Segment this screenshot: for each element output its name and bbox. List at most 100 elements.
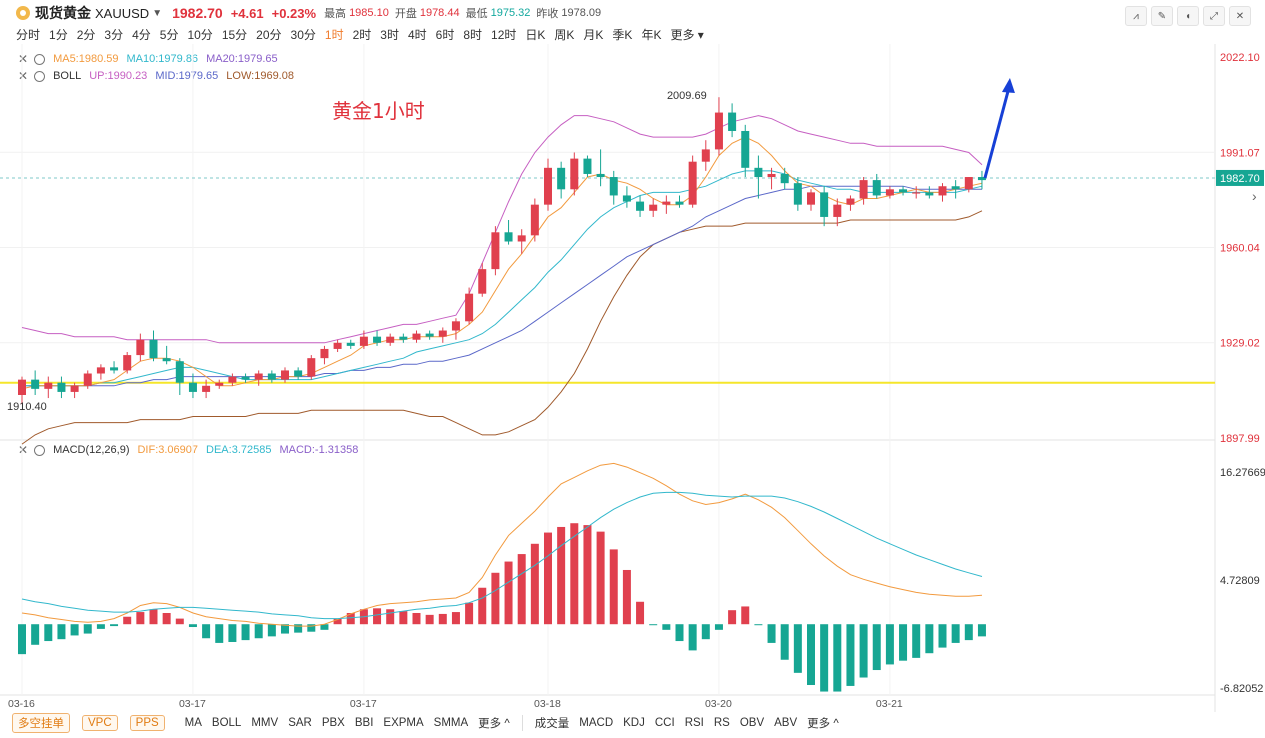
candle-body [714, 112, 723, 150]
main-indicator-5[interactable]: BBI [354, 717, 374, 729]
symbol-code[interactable]: XAUUSD [95, 5, 150, 21]
timeframe-16[interactable]: 12时 [491, 28, 517, 42]
timeframe-9[interactable]: 30分 [290, 28, 316, 42]
sub-indicator-3[interactable]: CCI [654, 717, 675, 729]
timeframe-6[interactable]: 10分 [187, 28, 213, 42]
main-indicator-7[interactable]: SMMA [433, 717, 469, 729]
candle-body [951, 186, 960, 190]
macd-bar [175, 618, 184, 625]
chart-type-icon[interactable]: ⩘ [1125, 6, 1147, 26]
gear-icon[interactable] [34, 70, 46, 82]
timeframe-0[interactable]: 分时 [16, 28, 41, 42]
candle-body [451, 321, 460, 331]
candle-body [964, 177, 973, 190]
timeframe-7[interactable]: 15分 [221, 28, 248, 42]
sub-indicator-1[interactable]: MACD [579, 717, 614, 729]
main-indicator-1[interactable]: BOLL [211, 717, 242, 729]
timeframe-14[interactable]: 6时 [435, 28, 455, 42]
candle-body [346, 342, 355, 346]
timeframe-21[interactable]: 年K [641, 28, 662, 42]
candle-body [780, 173, 789, 184]
sub-indicator-4[interactable]: RSI [684, 717, 704, 729]
timeframe-19[interactable]: 月K [583, 28, 604, 42]
macd-name: MACD(12,26,9) [53, 444, 130, 456]
timeframe-3[interactable]: 3分 [104, 28, 124, 42]
macd-bar [912, 624, 921, 658]
compare-icon[interactable]: ◖ [1177, 6, 1199, 26]
symbol-name[interactable]: 现货黄金 [35, 5, 91, 21]
footer-chip-0[interactable]: 多空挂单 [12, 713, 70, 733]
macd-bar [872, 624, 881, 671]
footer-chip-1[interactable]: VPC [82, 715, 118, 731]
footer-chip-2[interactable]: PPS [129, 715, 165, 731]
macd-tick-label: 16.27669 [1220, 467, 1265, 479]
candle-body [649, 204, 658, 211]
x-tick-label: 03-20 [705, 698, 732, 710]
timeframe-11[interactable]: 2时 [352, 28, 372, 42]
y-tick-label: 1897.99 [1220, 433, 1260, 445]
candle-body [18, 379, 26, 395]
candle-body [386, 336, 395, 343]
sub-indicator-7[interactable]: ABV [774, 717, 798, 729]
macd-bar [570, 523, 579, 625]
timeframe-13[interactable]: 4时 [407, 28, 427, 42]
gear-icon[interactable] [34, 444, 46, 456]
main-indicator-6[interactable]: EXPMA [383, 717, 424, 729]
sub-indicator-5[interactable]: RS [713, 717, 730, 729]
candle-body [977, 177, 986, 181]
sub-indicator-2[interactable]: KDJ [623, 717, 645, 729]
gear-icon[interactable] [34, 53, 46, 65]
ma-legend: ✕ MA5:1980.59 MA10:1979.86 MA20:1979.65 [0, 52, 286, 66]
x-tick-label: 03-17 [350, 698, 377, 710]
timeframe-18[interactable]: 周K [554, 28, 575, 42]
macd-bar [123, 616, 132, 625]
timeframe-1[interactable]: 1分 [49, 28, 68, 42]
close-icon[interactable]: ✕ [18, 443, 29, 457]
fullscreen-icon[interactable]: ⤢ [1203, 6, 1225, 26]
timeframe-22[interactable]: 更多 ▾ [670, 28, 704, 42]
macd-bar [636, 601, 645, 625]
main-indicator-0[interactable]: MA [184, 717, 202, 729]
boll-low-value: LOW:1969.08 [226, 70, 294, 82]
close-icon[interactable]: ✕ [1229, 6, 1251, 26]
main-indicator-8[interactable]: 更多 ^ [478, 718, 510, 730]
timeframe-12[interactable]: 3时 [380, 28, 399, 42]
low-label: 最低 [465, 8, 488, 20]
chevron-right-icon[interactable]: › [1252, 188, 1257, 204]
close-icon[interactable]: ✕ [18, 52, 29, 66]
macd-bar [688, 624, 697, 651]
close-icon[interactable]: ✕ [18, 69, 29, 83]
draw-pen-icon[interactable]: ✎ [1151, 6, 1173, 26]
macd-bar [359, 609, 368, 625]
chevron-down-icon[interactable]: ▼ [152, 7, 163, 19]
timeframe-4[interactable]: 4分 [132, 28, 151, 42]
macd-bar [241, 624, 250, 641]
x-tick-label: 03-17 [179, 698, 206, 710]
candle-body [583, 158, 592, 174]
timeframe-15[interactable]: 8时 [463, 28, 483, 42]
macd-bar [399, 611, 408, 625]
main-indicator-2[interactable]: MMV [251, 717, 279, 729]
timeframe-10[interactable]: 1时 [324, 28, 344, 42]
sub-indicator-6[interactable]: OBV [739, 717, 765, 729]
macd-bar [899, 624, 908, 661]
candle-body [254, 373, 263, 380]
sub-indicator-8[interactable]: 更多 ^ [807, 718, 839, 730]
timeframe-20[interactable]: 季K [612, 28, 633, 42]
macd-bar [412, 612, 421, 625]
candle-body [281, 370, 289, 380]
main-indicator-3[interactable]: SAR [288, 717, 312, 729]
timeframe-17[interactable]: 日K [525, 28, 546, 42]
trend-arrow-head [1001, 78, 1015, 93]
timeframe-5[interactable]: 5分 [159, 28, 179, 42]
macd-bar [662, 624, 671, 630]
high-label: 最高 [324, 8, 347, 20]
candle-body [899, 189, 908, 193]
main-indicator-4[interactable]: PBX [321, 717, 345, 729]
timeframe-8[interactable]: 20分 [256, 28, 282, 42]
timeframe-2[interactable]: 2分 [76, 28, 96, 42]
sub-indicator-0[interactable]: 成交量 [534, 718, 570, 730]
boll-up-line [21, 115, 983, 344]
candle-body [491, 232, 500, 270]
